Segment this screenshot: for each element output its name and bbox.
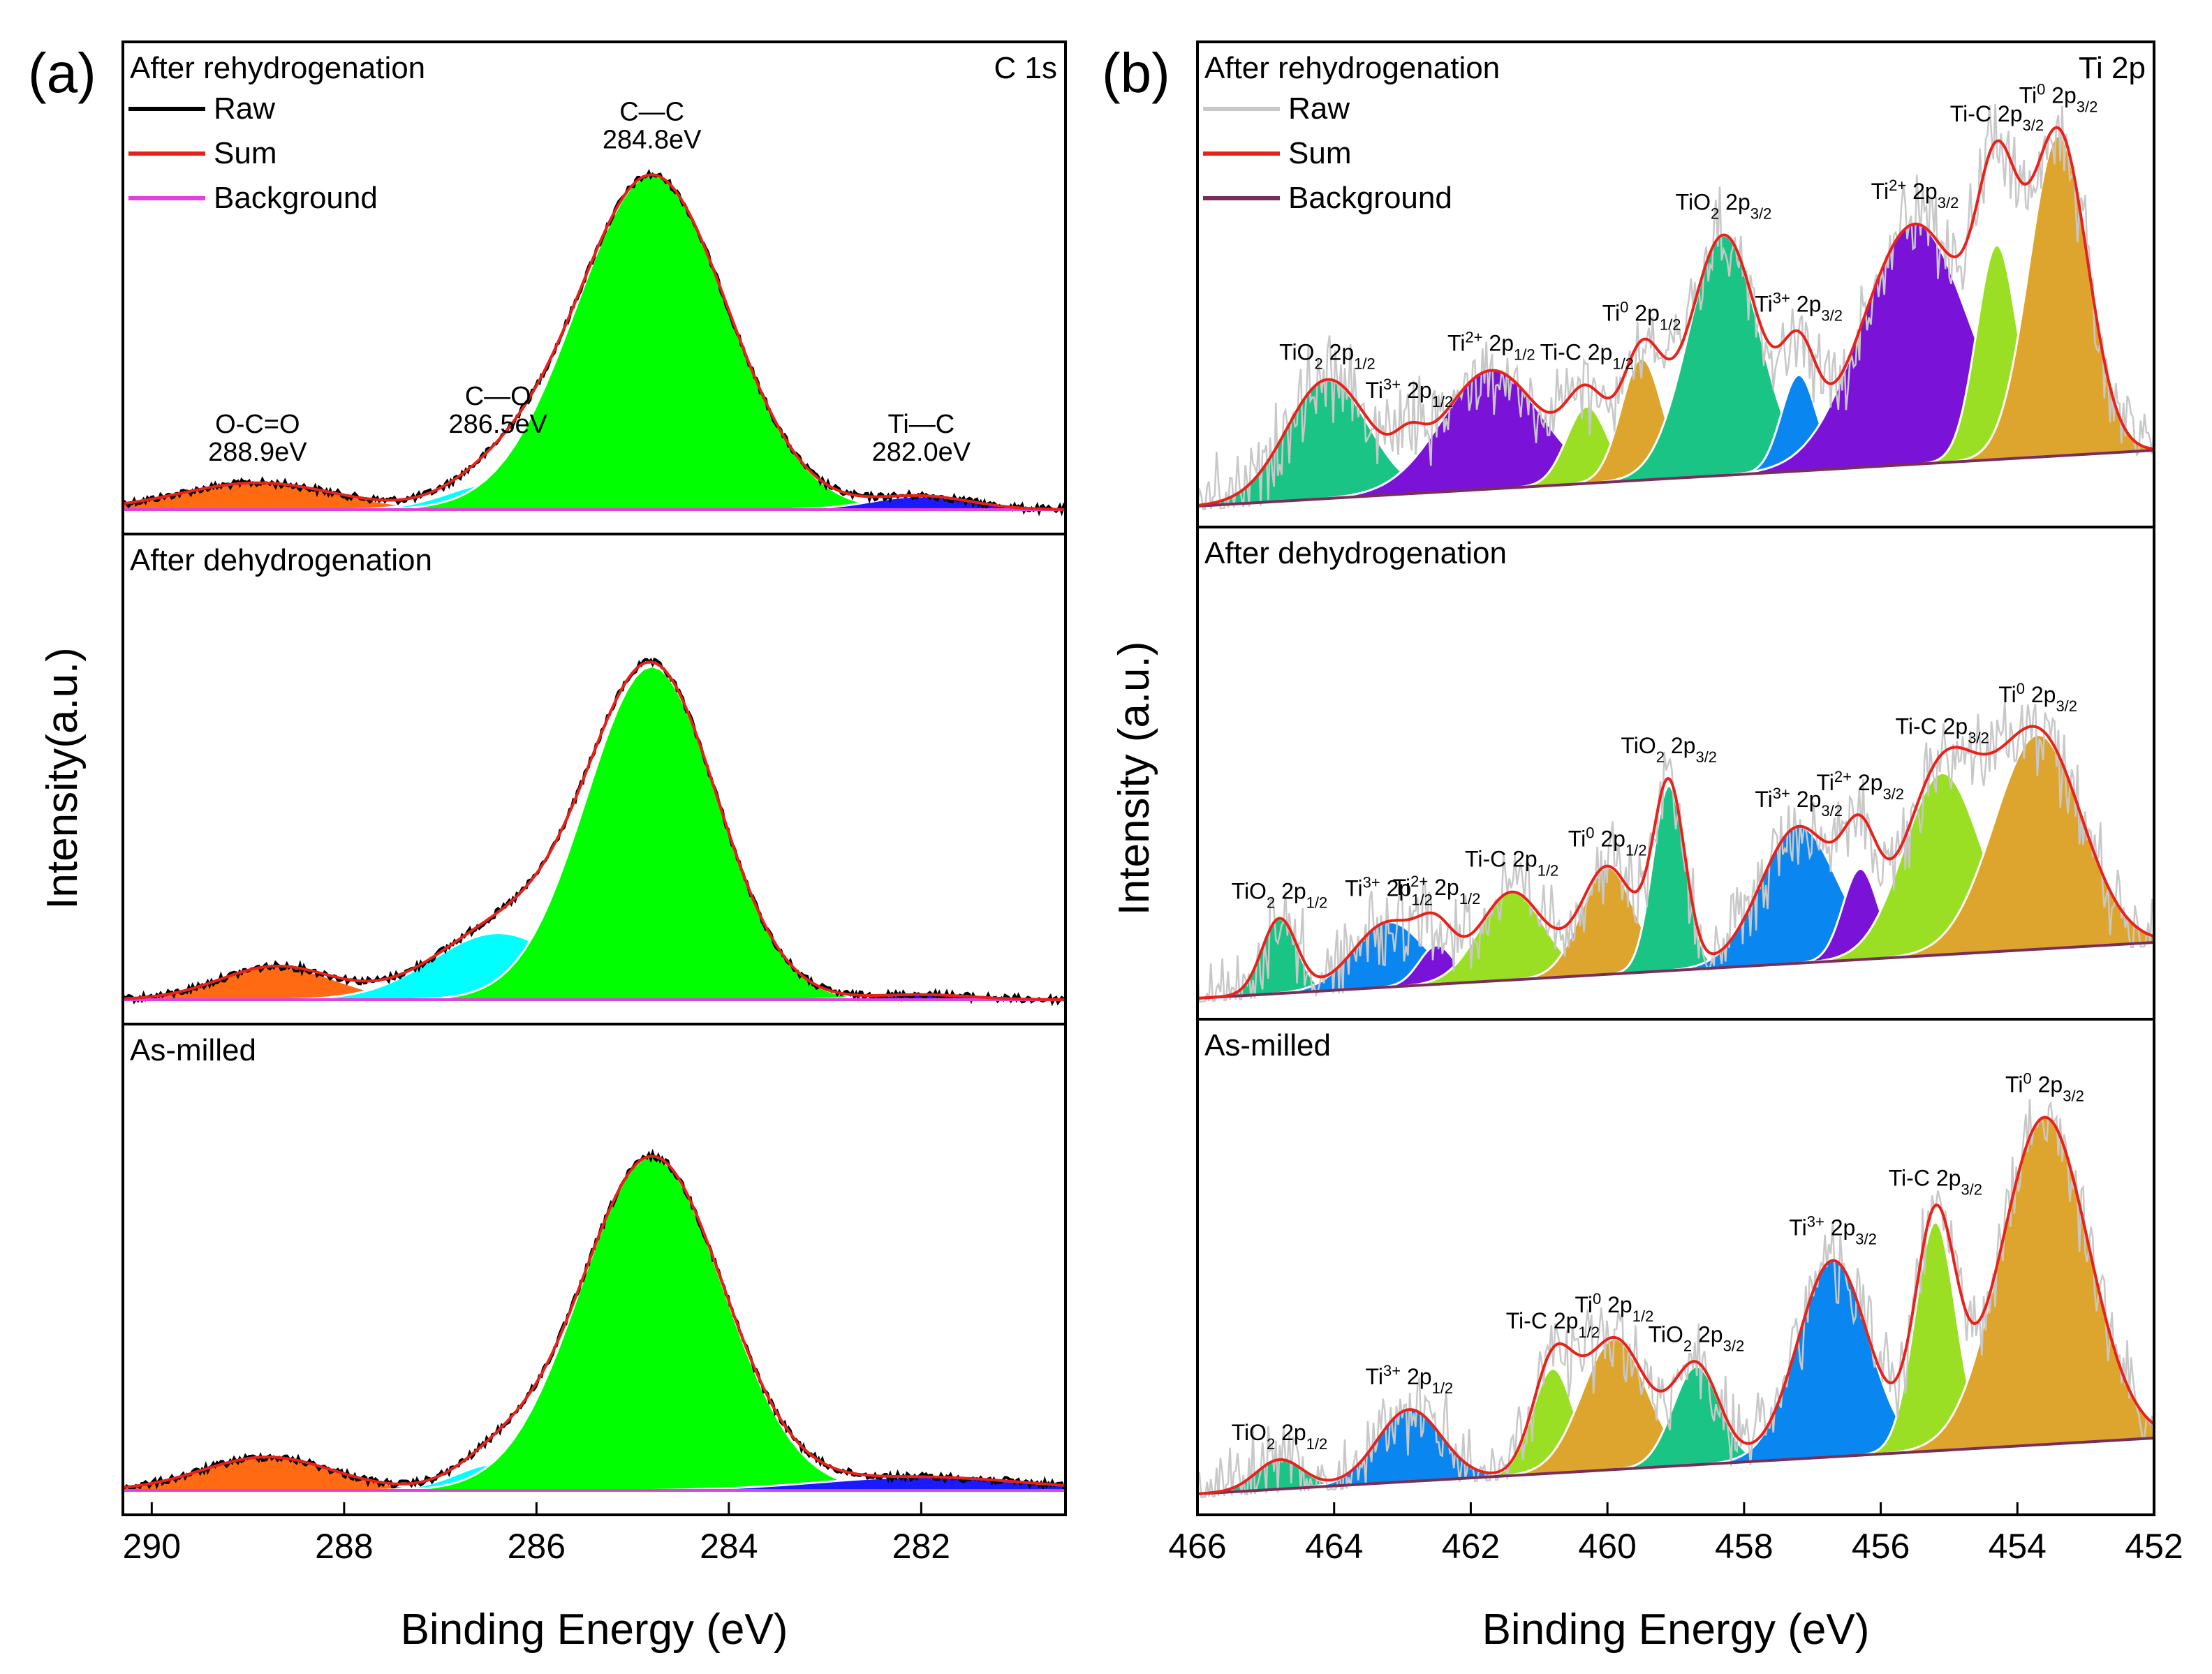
x-tick-label: 290 [123, 1527, 181, 1566]
peak-label: Ti0 2p3/2 [1998, 680, 2077, 715]
background-line [1197, 1437, 2155, 1495]
peak-c1s-284.8 [281, 1155, 1022, 1492]
peak-label: Ti0 2p1/2 [1602, 298, 1681, 333]
peak-label: Ti3+ 2p3/2 [1789, 1213, 1877, 1247]
sum-line [122, 173, 1066, 511]
peak-label: Ti-C 2p1/2 [1506, 1308, 1600, 1341]
peak-label: Ti-C 2p3/2 [1950, 101, 2044, 134]
subplot-title: After dehydrogenation [1204, 536, 1507, 570]
peak-label: Ti0 2p3/2 [2019, 80, 2098, 115]
peak-label: Ti-C 2p1/2 [1465, 847, 1558, 880]
panel-letter: (b) [1102, 42, 1170, 104]
legend-label: Background [214, 181, 378, 215]
peak-label: TiO2 2p1/2 [1232, 1420, 1328, 1453]
peak-label: Ti2+ 2p1/2 [1393, 873, 1481, 908]
legend-label: Raw [1288, 91, 1350, 126]
background-line [1197, 449, 2155, 508]
x-axis-title: Binding Energy (eV) [1482, 1606, 1870, 1654]
peak-label: 282.0eV [872, 438, 971, 467]
raw-line [1196, 1099, 2155, 1499]
subplot-after-dehydrogenation: After dehydrogenation [121, 533, 1067, 1007]
panel-frame [121, 40, 1067, 1516]
x-tick-label: 464 [1305, 1527, 1363, 1566]
sum-line [1197, 126, 2155, 507]
peak-label: Ti0 2p3/2 [2005, 1069, 2084, 1104]
sum-line [1197, 1116, 2155, 1495]
peak-c1s-284.8 [313, 665, 991, 1001]
x-tick-label: 462 [1442, 1527, 1500, 1566]
x-tick-label: 288 [315, 1527, 373, 1566]
peak-label: Ti3+ 2p1/2 [1345, 873, 1433, 908]
subplot-title: After dehydrogenation [130, 543, 432, 577]
peak-label: Ti3+ 2p3/2 [1755, 289, 1843, 324]
peak-label: Ti0 2p1/2 [1568, 824, 1647, 859]
y-axis-title: Intensity(a.u.) [38, 647, 87, 910]
peak-label: Ti-C 2p1/2 [1540, 340, 1634, 373]
peak-label: Ti3+ 2p1/2 [1366, 375, 1454, 410]
peak-label: TiO2 2p3/2 [1621, 733, 1717, 766]
x-tick-label: 286 [508, 1527, 566, 1566]
x-tick-label: 458 [1715, 1527, 1773, 1566]
raw-line [1196, 701, 2155, 1003]
corner-title: C 1s [994, 51, 1057, 85]
x-axis-title: Binding Energy (eV) [401, 1606, 788, 1654]
subplot-after-dehydrogenation: After dehydrogenation TiO2 2p1/2 Ti3+ 2p1/… [1196, 526, 2155, 1003]
peak-label: 286.5eV [448, 410, 547, 439]
peak-label: C—C [619, 98, 684, 127]
subplot-title: After rehydrogenation [130, 51, 425, 85]
x-tick-label: 282 [892, 1527, 950, 1566]
background-line [1197, 941, 2155, 1000]
peak-label: TiO2 2p1/2 [1279, 340, 1376, 373]
peak-label: Ti-C 2p3/2 [1895, 714, 1989, 747]
peak-label: 284.8eV [603, 126, 702, 155]
corner-title: Ti 2p [2079, 51, 2146, 85]
x-tick-label: 284 [700, 1527, 758, 1566]
sum-line [1197, 725, 2155, 1000]
peak-label: TiO2 2p3/2 [1676, 189, 1772, 222]
peak-label: Ti3+ 2p3/2 [1755, 784, 1843, 819]
peak-label: Ti2+ 2p1/2 [1447, 328, 1535, 363]
subplot-title: As-milled [1204, 1028, 1331, 1062]
peak-label: C—O [465, 382, 531, 411]
peak-label: Ti0 2p1/2 [1575, 1289, 1654, 1324]
y-axis-title: Intensity (a.u.) [1110, 642, 1158, 916]
subplot-title: After rehydrogenation [1204, 51, 1500, 85]
sum-line [122, 1155, 1066, 1489]
peak-label: TiO2 2p1/2 [1232, 878, 1328, 911]
peak-label: Ti2+ 2p3/2 [1816, 767, 1904, 802]
x-tick-label: 466 [1168, 1527, 1226, 1566]
legend-label: Background [1288, 181, 1452, 215]
x-tick-label: 452 [2125, 1527, 2183, 1566]
panel-letter: (a) [28, 42, 96, 104]
sum-line [122, 660, 1066, 1001]
peak-label: Ti-C 2p3/2 [1889, 1166, 1982, 1199]
x-tick-label: 460 [1578, 1527, 1636, 1566]
legend-label: Sum [1288, 136, 1351, 170]
subplot-title: As-milled [130, 1033, 256, 1067]
panel-frame [1196, 40, 2155, 1516]
peak-label: Ti2+ 2p3/2 [1871, 176, 1959, 211]
peak-label: Ti3+ 2p1/2 [1366, 1362, 1454, 1397]
peak-label: TiO2 2p3/2 [1649, 1322, 1745, 1355]
peak-label: Ti—C [888, 410, 955, 439]
x-tick-label: 456 [1852, 1527, 1910, 1566]
peak-label: 288.9eV [208, 438, 307, 467]
subplot-as-milled: As-milled [121, 1023, 1067, 1492]
x-tick-label: 454 [1989, 1527, 2047, 1566]
legend-label: Sum [214, 136, 276, 170]
legend-label: Raw [214, 91, 275, 126]
peak-label: O-C=O [215, 410, 300, 439]
